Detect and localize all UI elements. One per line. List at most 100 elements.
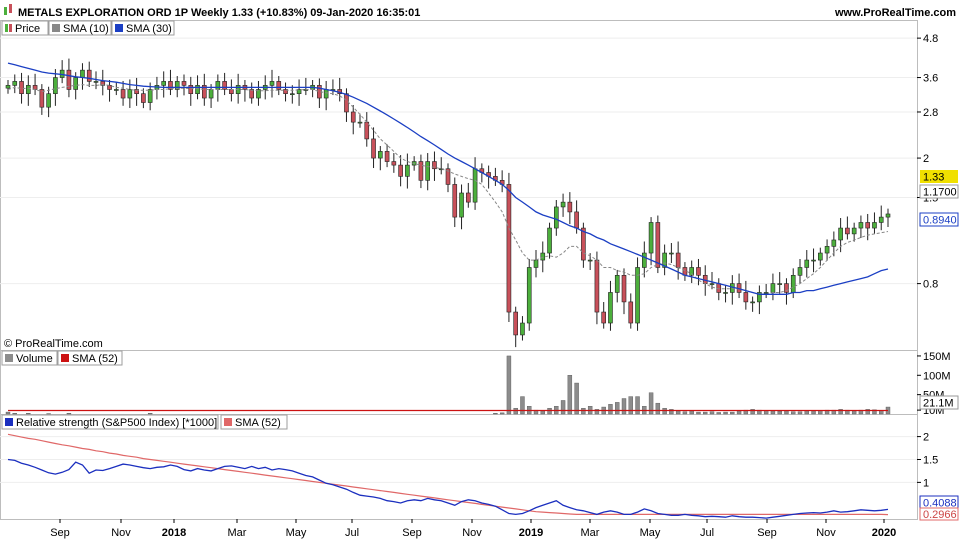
price-pane — [0, 20, 918, 351]
candle-body — [249, 89, 254, 99]
volume-bar — [655, 402, 661, 415]
candle-body — [608, 292, 613, 324]
candle-body — [675, 252, 681, 268]
candle-body — [648, 222, 654, 254]
candle-body — [750, 301, 755, 304]
volume-bar — [838, 409, 843, 415]
volume-bar — [797, 411, 803, 415]
candle-body — [513, 311, 518, 336]
candle — [648, 217, 654, 266]
candle — [168, 69, 173, 96]
candle-body — [878, 216, 884, 223]
volume-bar — [147, 413, 153, 415]
candle — [811, 248, 816, 273]
candle-body — [100, 81, 106, 86]
candle — [628, 293, 634, 329]
time-tick-label: Sep — [50, 527, 70, 539]
time-tick-label: Jul — [700, 527, 714, 539]
candle — [642, 241, 647, 278]
candle — [493, 167, 498, 186]
candle-body — [5, 85, 11, 89]
volume-bar — [791, 411, 796, 415]
candle — [269, 69, 275, 98]
candle — [39, 84, 45, 115]
candle — [303, 77, 309, 96]
last-price-badge: 1.33 — [920, 170, 958, 184]
candle-body — [560, 201, 566, 208]
price-tick-label: 3.6 — [923, 73, 938, 85]
candle — [364, 112, 370, 147]
candle-body — [824, 246, 830, 254]
candle — [418, 154, 424, 189]
volume-bar — [621, 398, 627, 415]
legend-sma10-swatch — [52, 24, 60, 32]
candle — [405, 153, 410, 189]
app-icon — [4, 4, 12, 15]
rs-legend: Relative strength (S&P500 Index) [*1000]… — [1, 414, 288, 430]
candle-body — [628, 301, 634, 324]
candle — [100, 69, 106, 96]
candle — [276, 76, 282, 96]
candle — [310, 80, 315, 98]
candle-body — [669, 252, 674, 255]
volume-bar — [865, 409, 870, 415]
volume-bar — [777, 411, 782, 415]
header-bar — [0, 0, 960, 20]
candle — [134, 77, 139, 106]
candle-body — [452, 184, 458, 218]
candle-body — [445, 168, 451, 185]
candle — [391, 153, 397, 173]
candle-body — [432, 161, 437, 170]
candle-body — [459, 192, 464, 218]
volume-bar — [635, 396, 640, 415]
candle-body — [865, 222, 870, 229]
candle — [12, 74, 18, 94]
volume-bar — [689, 410, 694, 415]
rs-sma-line — [7, 433, 889, 516]
candle-body — [378, 151, 383, 159]
volume-bar — [506, 355, 512, 415]
candle — [19, 72, 24, 104]
volume-value-label: 21.1M — [923, 398, 954, 410]
sma10-line — [7, 84, 889, 295]
candle-body — [662, 252, 667, 268]
candle-body — [581, 227, 586, 261]
candle-body — [66, 69, 72, 90]
time-tick-label: Nov — [462, 527, 482, 539]
candle-body — [127, 89, 133, 99]
candle-body — [635, 267, 640, 324]
candle — [154, 76, 160, 100]
candle — [141, 88, 146, 109]
candle-body — [107, 85, 112, 90]
rs-tick-label: 1.5 — [923, 454, 938, 466]
candle — [357, 113, 363, 128]
candle — [188, 76, 194, 106]
candle-body — [418, 161, 424, 181]
candle — [790, 268, 796, 299]
candle — [222, 72, 227, 96]
volume-bar — [608, 404, 613, 415]
site-label[interactable]: www.ProRealTime.com — [834, 7, 956, 19]
candle — [120, 80, 126, 106]
candle — [601, 302, 606, 329]
volume-bar — [851, 410, 857, 415]
candle — [398, 155, 403, 187]
legend-volume-sma: SMA (52) — [72, 353, 118, 365]
candle — [608, 280, 613, 331]
rs-sma-badge: 0.2966 — [919, 507, 959, 521]
volume-bar — [730, 411, 735, 415]
candle-body — [594, 259, 600, 313]
candle — [174, 76, 180, 98]
candle — [689, 260, 694, 284]
time-tick-label: 2018 — [162, 527, 186, 539]
candle-body — [743, 292, 749, 303]
candlesticks — [5, 58, 891, 348]
candle — [53, 69, 58, 106]
legend-sma30: SMA (30) — [126, 23, 172, 35]
candle — [290, 85, 295, 104]
volume-pane — [0, 350, 918, 415]
candle-body — [357, 121, 363, 124]
candle-body — [161, 81, 166, 86]
candle-body — [141, 93, 146, 103]
